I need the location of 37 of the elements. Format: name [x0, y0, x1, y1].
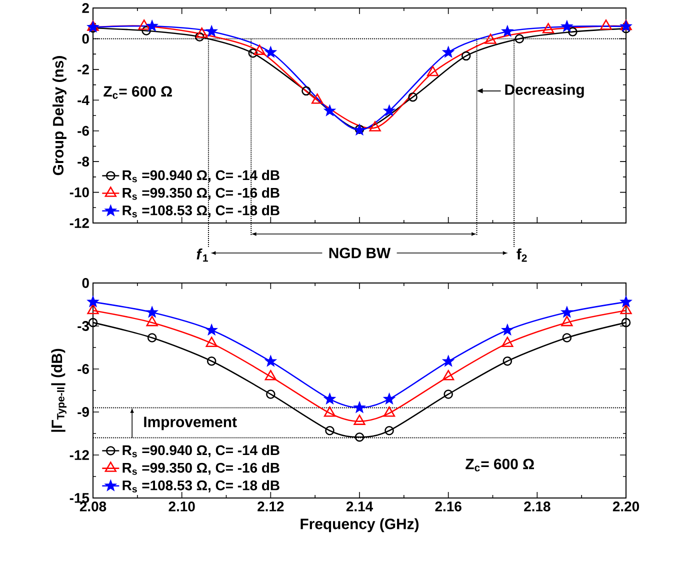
annotation: Z$_{c}$= 600 Ω — [104, 86, 172, 99]
y-tick-label: -6 — [78, 364, 89, 374]
legend-label: R$_{s}$ =90.940 Ω, C= -14 dB — [122, 444, 280, 458]
x-tick-label: 2.10 — [168, 502, 195, 512]
y-tick-label: -3 — [78, 321, 89, 331]
y-tick-label: -15 — [70, 493, 90, 503]
y-tick-label: 2 — [82, 3, 89, 13]
legend-label: R$_{s}$ =108.53 Ω, C= -18 dB — [122, 480, 280, 492]
y-tick-label: -8 — [78, 156, 90, 167]
x-tick-label: 2.18 — [524, 502, 550, 512]
annotation: Decreasing — [505, 84, 584, 98]
x-tick-label: 2.20 — [612, 502, 640, 512]
y-tick-label: -6 — [78, 126, 89, 136]
y-tick-label: -12 — [70, 450, 89, 460]
x-tick-label: 2.14 — [346, 502, 374, 512]
ref-line-label: f$_{2}$ — [516, 248, 527, 262]
y-axis-title: Group Delay (ns) — [52, 56, 66, 176]
y-tick-label: 0 — [82, 34, 89, 44]
y-tick-label: -10 — [70, 187, 89, 198]
y-axis-title: |Γ$_{Type-II}$| (dB) — [51, 348, 66, 432]
x-axis-title: Frequency (GHz) — [300, 518, 419, 532]
y-tick-label: -2 — [78, 64, 89, 74]
legend-label: R$_{s}$ =99.350 Ω, C= -16 dB — [122, 462, 280, 475]
legend-label: R$_{s}$ =108.53 Ω, C= -18 dB — [122, 205, 280, 218]
annotation: Improvement — [144, 416, 237, 430]
y-tick-label: -9 — [78, 407, 89, 417]
legend-label: R$_{s}$ =90.940 Ω, C= -14 dB — [122, 170, 280, 182]
y-tick-label: -4 — [78, 95, 90, 105]
y-tick-label: -12 — [70, 218, 89, 228]
text: NGD BW — [329, 248, 391, 258]
y-tick-label: 0 — [82, 278, 89, 288]
legend-label: R$_{s}$ =99.350 Ω, C= -16 dB — [122, 187, 280, 200]
annotation: Z$_{c}$= 600 Ω — [466, 458, 534, 472]
x-tick-label: 2.12 — [258, 502, 284, 512]
x-tick-label: 2.16 — [435, 502, 462, 512]
x-tick-label: 2.08 — [80, 502, 106, 512]
ref-line-label: f$_{1}$ — [196, 248, 208, 262]
